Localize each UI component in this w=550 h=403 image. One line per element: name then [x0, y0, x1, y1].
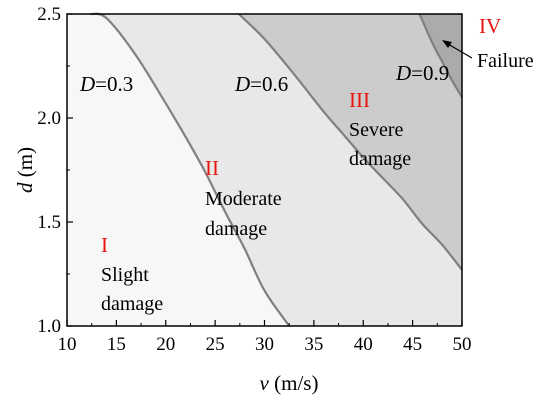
zone-3-numeral: III [349, 88, 370, 112]
boundary-label-d03: D=0.3 [79, 72, 133, 96]
zone-4-region [419, 14, 462, 98]
x-tick-label: 20 [156, 334, 175, 355]
y-tick-label: 2.0 [37, 108, 61, 129]
zone-1-name-line-2: damage [101, 293, 163, 315]
x-tick-label: 40 [354, 334, 373, 355]
y-axis-title: d (m) [13, 147, 37, 193]
boundary-label-d09: D=0.9 [395, 61, 449, 85]
boundary-curves [90, 12, 463, 327]
zone-2-numeral: II [205, 156, 219, 180]
zone-4-name: Failure [477, 50, 534, 72]
axis-ticks: 10 15 20 25 30 35 40 45 50 1.0 1.5 2.0 2.5 [37, 4, 471, 355]
zone-2-name-line-2: damage [205, 218, 267, 240]
boundary-line-2 [238, 13, 463, 271]
y-tick-label: 1.0 [37, 316, 61, 337]
boundary-line-1 [90, 12, 291, 327]
failure-pointer-arrow [442, 40, 473, 59]
x-tick-label: 10 [58, 334, 77, 355]
zone-1-name-line-1: Slight [101, 264, 149, 286]
x-tick-label: 30 [255, 334, 274, 355]
zone-1-numeral: I [101, 233, 108, 257]
zone-3-name-line-2: damage [349, 148, 411, 170]
zone-3-name-line-1: Severe [349, 119, 404, 141]
boundary-line-3 [418, 13, 463, 98]
y-tick-label: 1.5 [37, 212, 61, 233]
x-tick-label: 35 [304, 334, 323, 355]
zone-4-numeral: IV [479, 14, 501, 38]
x-tick-label: 50 [453, 334, 472, 355]
x-axis-title: v (m/s) [260, 371, 319, 395]
x-tick-label: 25 [206, 334, 225, 355]
x-tick-label: 15 [107, 334, 126, 355]
zone-2-name-line-1: Moderate [205, 188, 282, 210]
boundary-label-d06: D=0.6 [234, 72, 288, 96]
x-tick-label: 45 [403, 334, 422, 355]
y-tick-label: 2.5 [37, 4, 61, 25]
